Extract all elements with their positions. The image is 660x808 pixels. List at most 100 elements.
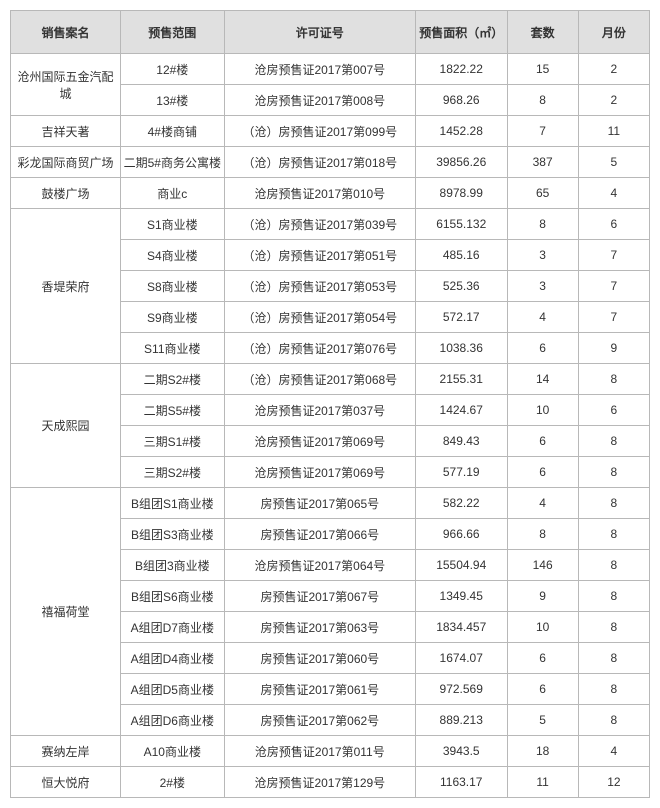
- cell-area: 972.569: [415, 674, 507, 705]
- table-row: 彩龙国际商贸广场二期5#商务公寓楼（沧）房预售证2017第018号39856.2…: [11, 147, 650, 178]
- cell-units: 9: [507, 581, 578, 612]
- cell-area: 1424.67: [415, 395, 507, 426]
- cell-permit: 房预售证2017第061号: [224, 674, 415, 705]
- cell-permit: 沧房预售证2017第008号: [224, 85, 415, 116]
- cell-permit: （沧）房预售证2017第051号: [224, 240, 415, 271]
- cell-area: 968.26: [415, 85, 507, 116]
- col-header-name: 销售案名: [11, 11, 121, 54]
- cell-units: 146: [507, 550, 578, 581]
- cell-area: 572.17: [415, 302, 507, 333]
- cell-scope: S8商业楼: [120, 271, 224, 302]
- cell-project-name: 沧州国际五金汽配城: [11, 54, 121, 116]
- cell-area: 3943.5: [415, 736, 507, 767]
- cell-scope: S11商业楼: [120, 333, 224, 364]
- cell-scope: B组团S6商业楼: [120, 581, 224, 612]
- cell-scope: A组团D4商业楼: [120, 643, 224, 674]
- cell-units: 3: [507, 240, 578, 271]
- cell-month: 6: [578, 395, 649, 426]
- cell-area: 15504.94: [415, 550, 507, 581]
- cell-permit: 沧房预售证2017第069号: [224, 457, 415, 488]
- col-header-permit: 许可证号: [224, 11, 415, 54]
- cell-scope: 三期S2#楼: [120, 457, 224, 488]
- cell-project-name: 香堤荣府: [11, 209, 121, 364]
- cell-permit: 沧房预售证2017第129号: [224, 767, 415, 798]
- cell-month: 8: [578, 581, 649, 612]
- cell-area: 485.16: [415, 240, 507, 271]
- table-row: 赛纳左岸A10商业楼沧房预售证2017第011号3943.5184: [11, 736, 650, 767]
- cell-permit: 房预售证2017第063号: [224, 612, 415, 643]
- cell-month: 7: [578, 271, 649, 302]
- cell-month: 8: [578, 488, 649, 519]
- cell-scope: 12#楼: [120, 54, 224, 85]
- table-row: 恒大悦府2#楼沧房预售证2017第129号1163.171112: [11, 767, 650, 798]
- cell-month: 8: [578, 705, 649, 736]
- cell-project-name: 禧福荷堂: [11, 488, 121, 736]
- cell-area: 39856.26: [415, 147, 507, 178]
- cell-permit: 房预售证2017第060号: [224, 643, 415, 674]
- cell-units: 18: [507, 736, 578, 767]
- cell-project-name: 彩龙国际商贸广场: [11, 147, 121, 178]
- cell-units: 8: [507, 519, 578, 550]
- cell-units: 10: [507, 395, 578, 426]
- table-row: 禧福荷堂B组团S1商业楼房预售证2017第065号582.2248: [11, 488, 650, 519]
- cell-units: 8: [507, 209, 578, 240]
- cell-area: 849.43: [415, 426, 507, 457]
- cell-permit: 房预售证2017第065号: [224, 488, 415, 519]
- cell-area: 1452.28: [415, 116, 507, 147]
- cell-units: 3: [507, 271, 578, 302]
- table-body: 沧州国际五金汽配城12#楼沧房预售证2017第007号1822.2215213#…: [11, 54, 650, 798]
- presale-table: 销售案名 预售范围 许可证号 预售面积（㎡） 套数 月份 沧州国际五金汽配城12…: [10, 10, 650, 798]
- cell-area: 1349.45: [415, 581, 507, 612]
- cell-permit: 房预售证2017第066号: [224, 519, 415, 550]
- cell-month: 8: [578, 612, 649, 643]
- cell-permit: （沧）房预售证2017第053号: [224, 271, 415, 302]
- cell-units: 6: [507, 426, 578, 457]
- header-row: 销售案名 预售范围 许可证号 预售面积（㎡） 套数 月份: [11, 11, 650, 54]
- cell-month: 8: [578, 643, 649, 674]
- cell-units: 15: [507, 54, 578, 85]
- cell-scope: 2#楼: [120, 767, 224, 798]
- cell-month: 8: [578, 550, 649, 581]
- cell-month: 8: [578, 364, 649, 395]
- cell-month: 5: [578, 147, 649, 178]
- cell-month: 8: [578, 674, 649, 705]
- cell-area: 582.22: [415, 488, 507, 519]
- cell-month: 12: [578, 767, 649, 798]
- cell-project-name: 吉祥天著: [11, 116, 121, 147]
- cell-scope: 商业c: [120, 178, 224, 209]
- cell-month: 8: [578, 519, 649, 550]
- cell-scope: A10商业楼: [120, 736, 224, 767]
- cell-scope: A组团D6商业楼: [120, 705, 224, 736]
- cell-scope: 13#楼: [120, 85, 224, 116]
- cell-month: 9: [578, 333, 649, 364]
- cell-units: 4: [507, 488, 578, 519]
- cell-area: 8978.99: [415, 178, 507, 209]
- cell-units: 4: [507, 302, 578, 333]
- cell-units: 6: [507, 457, 578, 488]
- cell-units: 387: [507, 147, 578, 178]
- cell-scope: S9商业楼: [120, 302, 224, 333]
- cell-permit: （沧）房预售证2017第018号: [224, 147, 415, 178]
- cell-scope: A组团D5商业楼: [120, 674, 224, 705]
- cell-month: 7: [578, 240, 649, 271]
- cell-permit: 沧房预售证2017第007号: [224, 54, 415, 85]
- col-header-units: 套数: [507, 11, 578, 54]
- cell-permit: 沧房预售证2017第037号: [224, 395, 415, 426]
- cell-area: 2155.31: [415, 364, 507, 395]
- cell-month: 4: [578, 178, 649, 209]
- cell-scope: B组团S3商业楼: [120, 519, 224, 550]
- cell-permit: （沧）房预售证2017第099号: [224, 116, 415, 147]
- cell-permit: 房预售证2017第062号: [224, 705, 415, 736]
- cell-project-name: 恒大悦府: [11, 767, 121, 798]
- cell-units: 6: [507, 674, 578, 705]
- cell-permit: 沧房预售证2017第064号: [224, 550, 415, 581]
- cell-area: 6155.132: [415, 209, 507, 240]
- cell-units: 65: [507, 178, 578, 209]
- cell-area: 525.36: [415, 271, 507, 302]
- table-row: 鼓楼广场商业c沧房预售证2017第010号8978.99654: [11, 178, 650, 209]
- cell-month: 8: [578, 457, 649, 488]
- cell-month: 4: [578, 736, 649, 767]
- cell-area: 889.213: [415, 705, 507, 736]
- table-row: 香堤荣府S1商业楼（沧）房预售证2017第039号6155.13286: [11, 209, 650, 240]
- cell-project-name: 赛纳左岸: [11, 736, 121, 767]
